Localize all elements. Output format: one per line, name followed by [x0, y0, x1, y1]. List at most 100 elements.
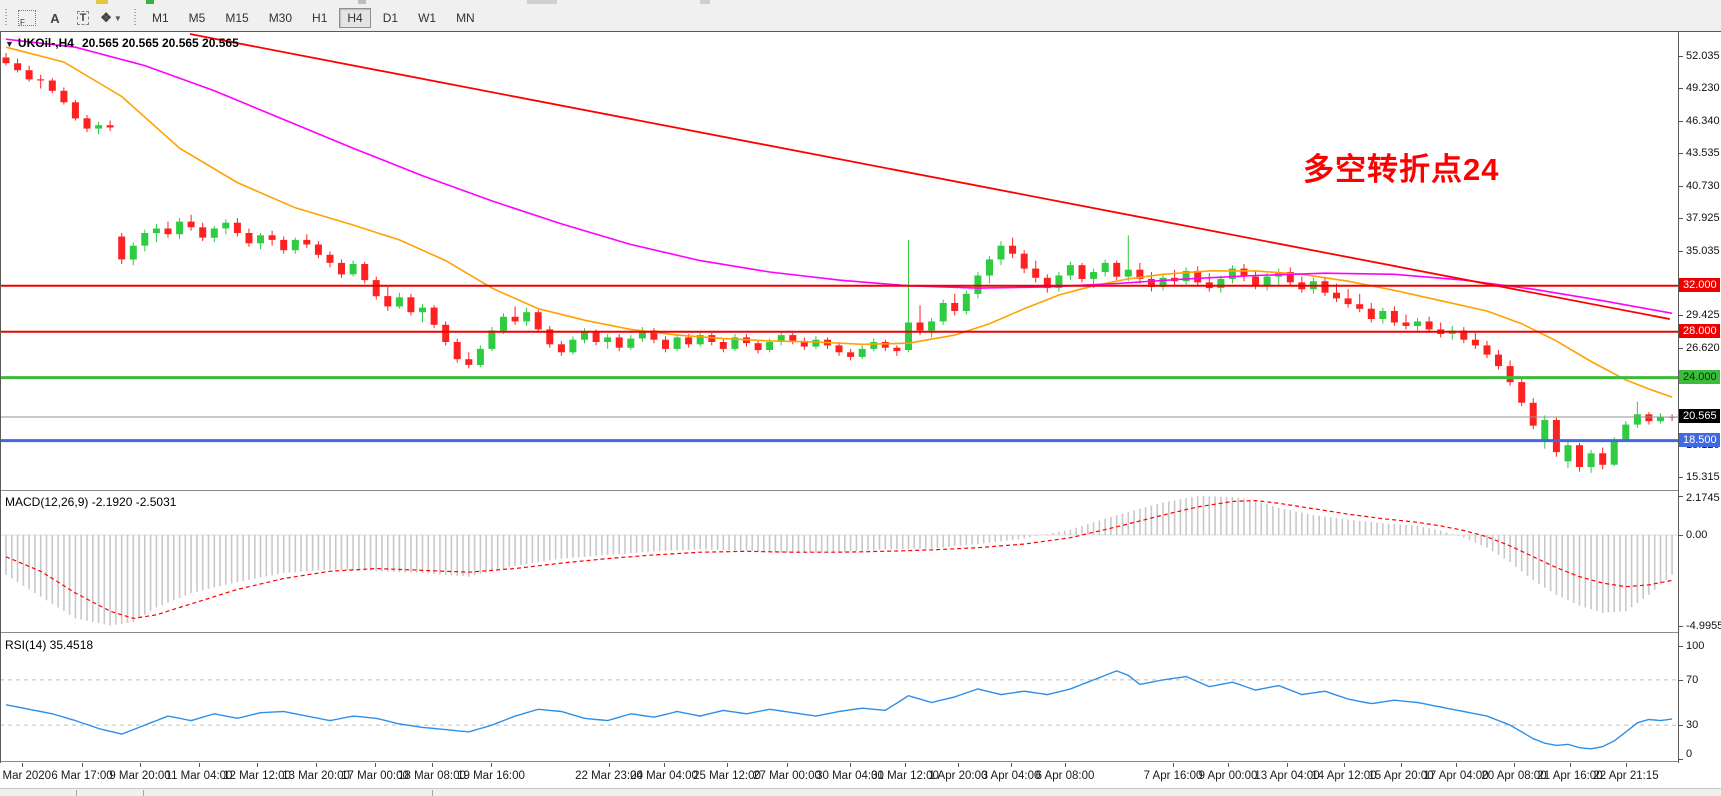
tf-button-h1[interactable]: H1 — [312, 11, 328, 25]
tf-button-m15[interactable]: M15 — [225, 11, 249, 25]
fibonacci-tool-button[interactable]: F — [16, 8, 38, 28]
time-tick-label: 6 Mar 17:00 — [51, 770, 113, 782]
clipped-icon — [146, 0, 154, 4]
axis-tick — [1678, 725, 1683, 726]
time-tick — [664, 763, 665, 767]
arrows-tool-button[interactable]: ❖ ▼ — [100, 8, 122, 28]
chart-annotation-text[interactable]: 多空转折点24 — [1303, 152, 1500, 187]
macd-panel[interactable] — [0, 492, 1678, 632]
time-tick — [1065, 763, 1066, 767]
chart-left-border — [0, 32, 1, 763]
time-tick — [1456, 763, 1457, 767]
time-tick — [787, 763, 788, 767]
price-tick-label: 37.925 — [1686, 211, 1720, 224]
rsi-tick-label: 0 — [1686, 748, 1693, 760]
axis-tick — [1678, 759, 1683, 760]
axis-tick — [1678, 153, 1683, 154]
tf-button-m1[interactable]: M1 — [152, 11, 169, 25]
time-tick — [609, 763, 610, 767]
text-label-tool-button[interactable]: T — [72, 8, 94, 28]
axis-tick — [1678, 680, 1683, 681]
axis-tick — [1678, 315, 1683, 316]
time-tick — [1228, 763, 1229, 767]
axis-tick — [1678, 626, 1683, 627]
time-tick-label: 14 Apr 12:00 — [1311, 770, 1377, 782]
price-tick-label: 15.315 — [1686, 471, 1720, 484]
time-tick-label: 21 Apr 16:00 — [1537, 770, 1603, 782]
time-tick-label: 17 Apr 04:00 — [1423, 770, 1489, 782]
toolbar-grip[interactable] — [133, 9, 138, 27]
clipped-icon — [527, 0, 557, 4]
time-tick-label: 15 Apr 20:00 — [1368, 770, 1434, 782]
clipped-icon — [700, 0, 710, 4]
text-tool-button[interactable]: A — [44, 8, 66, 28]
time-tick — [905, 763, 906, 767]
time-tick-label: 5 Mar 2020 — [0, 770, 52, 782]
panel-separator[interactable] — [0, 761, 1678, 763]
trendline — [189, 33, 1670, 320]
axis-tick — [1678, 88, 1683, 89]
tf-button-mn[interactable]: MN — [456, 11, 475, 25]
axis-tick — [1678, 496, 1683, 497]
tf-button-m5[interactable]: M5 — [188, 11, 206, 25]
rsi-label: RSI(14) 35.4518 — [5, 638, 94, 652]
time-tick-label: 13 Mar 20:00 — [282, 770, 350, 782]
time-tick — [82, 763, 83, 767]
rsi-tick-label: 30 — [1686, 719, 1699, 732]
axis-tick — [1678, 348, 1683, 349]
price-axis[interactable] — [1678, 32, 1721, 763]
time-tick-label: 22 Mar 23:00 — [575, 770, 643, 782]
tf-button-h4[interactable]: H4 — [339, 8, 371, 28]
collapse-triangle-icon[interactable]: ▼ — [5, 39, 14, 49]
chevron-down-icon[interactable]: ▼ — [113, 13, 122, 23]
price-tick-label: 46.340 — [1686, 115, 1720, 128]
macd-signal-line — [5, 499, 1673, 620]
price-line-label: 20.565 — [1679, 408, 1720, 423]
price-tick-label: 52.035 — [1686, 50, 1720, 62]
time-tick — [1287, 763, 1288, 767]
text-icon: A — [50, 10, 60, 26]
time-tick — [1173, 763, 1174, 767]
main-price-chart[interactable] — [0, 32, 1678, 490]
symbol-title: UKOil-,H4 — [17, 36, 74, 50]
time-tick-label: 19 Mar 16:00 — [457, 770, 525, 782]
price-tick-label: 35.035 — [1686, 244, 1720, 257]
price-line-label: 28.000 — [1679, 323, 1720, 338]
time-tick — [850, 763, 851, 767]
price-line-label: 32.000 — [1679, 277, 1720, 292]
time-tick — [1344, 763, 1345, 767]
time-tick — [316, 763, 317, 767]
panel-separator[interactable] — [0, 632, 1678, 634]
price-tick-label: 26.620 — [1686, 341, 1720, 354]
time-tick — [491, 763, 492, 767]
time-tick — [1514, 763, 1515, 767]
arrows-icon: ❖ — [100, 10, 112, 25]
time-tick-label: 6 Apr 08:00 — [1035, 770, 1095, 782]
ohlc-quotes: 20.565 20.565 20.565 20.565 — [81, 36, 239, 50]
clipped-icon — [96, 0, 108, 4]
tf-button-d1[interactable]: D1 — [382, 11, 399, 25]
price-line-label: 24.000 — [1679, 369, 1720, 384]
time-tick-label: 24 Mar 04:00 — [630, 770, 698, 782]
time-tick — [22, 763, 23, 767]
time-tick — [199, 763, 200, 767]
symbol-ohlc-line[interactable]: ▼ UKOil-,H4 20.565 20.565 20.565 20.565 — [5, 36, 239, 50]
time-tick-label: 11 Mar 04:00 — [165, 770, 233, 782]
panel-separator[interactable] — [0, 490, 1678, 492]
text-label-icon: T — [76, 11, 90, 25]
rsi-tick-label: 70 — [1686, 673, 1699, 686]
time-tick — [1570, 763, 1571, 767]
clipped-toolbar-row — [0, 0, 1721, 5]
toolbar-grip[interactable] — [4, 9, 9, 27]
macd-label: MACD(12,26,9) -2.1920 -2.5031 — [5, 495, 177, 509]
status-bar — [0, 788, 1721, 796]
tf-button-w1[interactable]: W1 — [418, 11, 437, 25]
rsi-panel[interactable] — [0, 634, 1678, 761]
tf-button-m30[interactable]: M30 — [268, 11, 293, 25]
chart-area[interactable]: ▼ UKOil-,H4 20.565 20.565 20.565 20.565 多空… — [0, 31, 1721, 789]
axis-tick — [1678, 477, 1683, 478]
time-tick-label: 30 Mar 04:00 — [816, 770, 884, 782]
price-line-label: 18.500 — [1679, 432, 1720, 447]
